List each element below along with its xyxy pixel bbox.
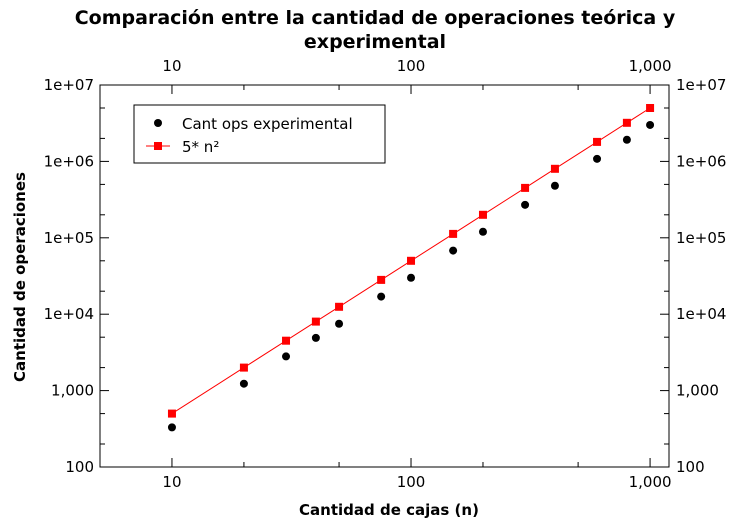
theoretical-point xyxy=(407,256,416,265)
experimental-point xyxy=(239,379,248,388)
x-tick-label-top: 1,000 xyxy=(629,57,672,75)
x-axis-label: Cantidad de cajas (n) xyxy=(299,501,479,519)
y-axis-label: Cantidad de operaciones xyxy=(11,172,29,382)
experimental-point xyxy=(311,333,320,342)
y-tick-label: 100 xyxy=(65,458,94,476)
theoretical-point xyxy=(449,229,458,238)
y-tick-label-right: 1e+07 xyxy=(676,76,726,94)
theoretical-point xyxy=(239,363,248,372)
legend-experimental-label: Cant ops experimental xyxy=(182,115,353,133)
y-tick-label-right: 1e+05 xyxy=(676,229,726,247)
y-tick-label: 1e+04 xyxy=(44,305,94,323)
experimental-point xyxy=(377,292,386,301)
experimental-point xyxy=(282,352,291,361)
x-tick-label: 10 xyxy=(162,473,181,491)
experimental-point xyxy=(646,120,655,129)
plot-frame xyxy=(99,84,670,468)
y-tick-label-right: 100 xyxy=(676,458,705,476)
theoretical-point xyxy=(282,336,291,345)
y-tick-label-right: 1,000 xyxy=(676,382,719,400)
y-tick-label-right: 1e+06 xyxy=(676,152,726,170)
experimental-point xyxy=(593,154,602,163)
x-tick-label: 1,000 xyxy=(629,473,672,491)
legend-box xyxy=(133,104,386,164)
legend-experimental-marker xyxy=(154,119,162,127)
experimental-point xyxy=(449,246,458,255)
experimental-point xyxy=(167,423,176,432)
theoretical-point xyxy=(622,118,631,127)
theoretical-point xyxy=(521,183,530,192)
y-tick-label: 1e+07 xyxy=(44,76,94,94)
legend-theoretical-marker xyxy=(154,142,162,150)
x-tick-label-top: 100 xyxy=(397,57,426,75)
theoretical-point xyxy=(167,409,176,418)
y-tick-label: 1,000 xyxy=(51,382,94,400)
data-layer xyxy=(167,103,655,432)
experimental-point xyxy=(478,227,487,236)
theoretical-point xyxy=(593,137,602,146)
x-tick-label-top: 10 xyxy=(162,57,181,75)
experimental-point xyxy=(407,273,416,282)
theoretical-point xyxy=(646,103,655,112)
experimental-point xyxy=(335,319,344,328)
chart-title-line1: Comparación entre la cantidad de operaci… xyxy=(75,7,676,29)
theoretical-point xyxy=(478,210,487,219)
theoretical-point xyxy=(377,275,386,284)
y-tick-label: 1e+05 xyxy=(44,229,94,247)
legend-theoretical-label: 5* n² xyxy=(182,138,219,156)
theoretical-series-line xyxy=(171,107,651,415)
chart-title-line2: experimental xyxy=(304,31,446,53)
y-tick-label: 1e+06 xyxy=(44,152,94,170)
theoretical-point xyxy=(335,302,344,311)
x-tick-label: 100 xyxy=(397,473,426,491)
experimental-point xyxy=(550,181,559,190)
theoretical-point xyxy=(311,317,320,326)
experimental-point xyxy=(622,135,631,144)
legend: Cant ops experimental 5* n² xyxy=(133,104,386,164)
theoretical-point xyxy=(550,164,559,173)
experimental-point xyxy=(521,200,530,209)
y-tick-label-right: 1e+04 xyxy=(676,305,726,323)
